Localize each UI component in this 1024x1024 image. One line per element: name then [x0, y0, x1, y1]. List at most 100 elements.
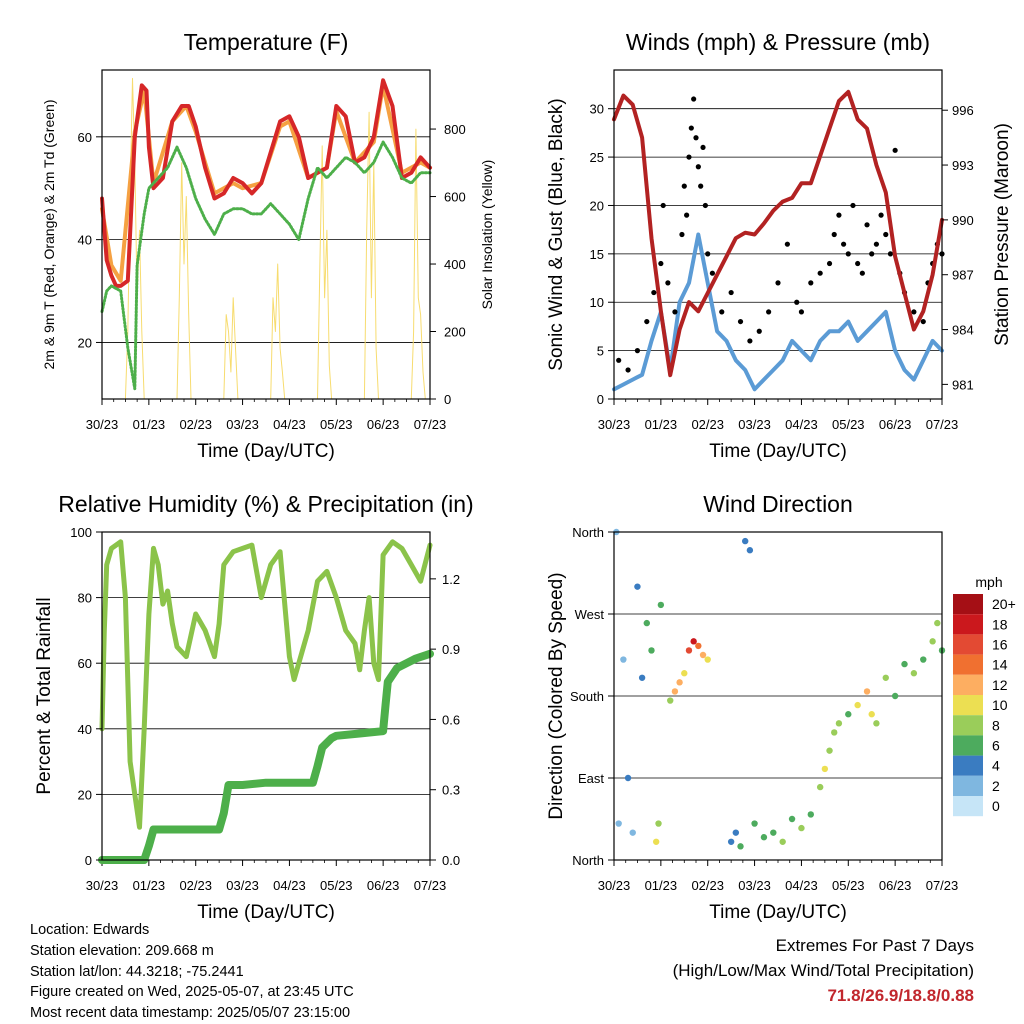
gust-point — [887, 251, 894, 257]
panel-3: Relative Humidity (%) & Precipitation (i… — [34, 491, 474, 923]
direction-point — [624, 774, 632, 782]
x-tick-label: 02/23 — [179, 417, 212, 432]
y-tick-label: 20 — [590, 198, 604, 213]
y-axis-label: Direction (Colored By Speed) — [546, 572, 567, 819]
direction-point — [920, 656, 927, 663]
direction-point — [704, 656, 711, 663]
gust-point — [705, 251, 711, 257]
x-axis-label: Time (Day/UTC) — [197, 902, 335, 923]
gust-point — [660, 202, 666, 209]
direction-point — [863, 688, 871, 695]
colorbar-label: 12 — [992, 677, 1008, 693]
direction-point — [695, 642, 702, 650]
gust-point — [747, 338, 753, 344]
x-tick-label: 07/23 — [926, 878, 959, 893]
gust-point — [841, 241, 847, 247]
colorbar-swatch — [953, 755, 983, 776]
gust-point — [864, 222, 870, 228]
precipitation-line — [98, 649, 434, 864]
x-tick-label: 06/23 — [367, 878, 400, 893]
gust-point — [691, 96, 697, 102]
x-tick-label: 05/23 — [832, 417, 865, 432]
direction-point — [699, 651, 707, 659]
gust-point — [693, 135, 699, 141]
y-tick-label: 20 — [78, 787, 92, 802]
gust-point — [709, 270, 716, 276]
direction-point — [934, 619, 941, 627]
y-axis-label: Percent & Total Rainfall — [34, 597, 55, 794]
gust-point — [616, 357, 622, 363]
chart-title: Winds (mph) & Pressure (mb) — [626, 29, 930, 55]
extremes-values: 71.8/26.9/18.8/0.88 — [827, 986, 974, 1005]
x-tick-label: 06/23 — [879, 417, 912, 432]
gust-point — [719, 309, 725, 315]
x-tick-label: 05/23 — [320, 878, 353, 893]
y2-axis-label: Station Pressure (Maroon) — [992, 123, 1013, 346]
colorbar-swatch — [953, 614, 983, 635]
direction-point — [690, 638, 697, 645]
x-tick-label: 01/23 — [133, 417, 166, 432]
gust-point — [859, 270, 865, 276]
y-tick-label: 0 — [597, 392, 604, 407]
gust-point — [756, 328, 762, 334]
y2-axis-label: Solar Insolation (Yellow) — [479, 160, 495, 310]
y-tick-label: 25 — [590, 150, 604, 165]
gust-point — [869, 251, 875, 257]
y-tick-label: 0 — [85, 853, 92, 868]
x-tick-label: 03/23 — [226, 878, 259, 893]
direction-point — [770, 829, 777, 836]
direction-point — [746, 547, 754, 554]
y-tick-label: 40 — [78, 233, 92, 248]
x-tick-label: 02/23 — [179, 878, 212, 893]
gust-point — [702, 202, 708, 209]
gust-point — [658, 260, 664, 267]
y-tick-label: 60 — [78, 130, 92, 145]
x-tick-label: 01/23 — [645, 878, 678, 893]
direction-point — [657, 601, 665, 609]
recent-timestamp-text: Most recent data timestamp: 2025/05/07 2… — [30, 1005, 351, 1022]
direction-point — [779, 838, 786, 845]
gust-point — [784, 241, 790, 247]
colorbar-swatch — [953, 796, 983, 817]
speed-colorbar: mph 20+ 18 16 14 12 10 8 6 4 2 0 — [953, 574, 1016, 817]
gust-point — [665, 280, 671, 286]
y2-tick-label: 984 — [952, 323, 974, 338]
gust-point — [831, 231, 837, 238]
y2-tick-label: 0.3 — [442, 783, 460, 798]
direction-point — [835, 720, 843, 727]
y2-tick-label: 0.0 — [442, 853, 460, 868]
direction-point — [845, 711, 852, 718]
panel-4: Wind Direction Time (Day/UTC) Direction (C… — [546, 491, 1016, 923]
y-tick-label: South — [570, 689, 604, 704]
chart-title: Relative Humidity (%) & Precipitation (i… — [58, 491, 473, 517]
direction-point — [742, 537, 749, 545]
temp-2m-line — [100, 78, 432, 288]
direction-point — [760, 834, 768, 841]
colorbar-title: mph — [975, 574, 1002, 590]
x-tick-label: 04/23 — [785, 878, 818, 893]
created-text: Figure created on Wed, 2025-05-07, at 23… — [30, 984, 354, 1001]
plot-border — [613, 531, 943, 861]
x-tick-label: 04/23 — [273, 417, 306, 432]
x-tick-label: 07/23 — [414, 417, 447, 432]
direction-point — [667, 697, 674, 704]
direction-point — [788, 815, 796, 823]
colorbar-swatch — [953, 594, 983, 615]
latlon-text: Station lat/lon: 44.3218; -75.2441 — [30, 963, 244, 980]
gust-point — [700, 144, 706, 151]
gust-point — [672, 309, 678, 315]
direction-point — [868, 711, 875, 718]
direction-point — [873, 720, 880, 727]
y-tick-label: 80 — [78, 591, 92, 606]
x-tick-label: 30/23 — [598, 417, 631, 432]
direction-point — [891, 692, 899, 700]
panel-2: Winds (mph) & Pressure (mb) Time (Day/UTC… — [546, 29, 1013, 462]
direction-point — [882, 674, 889, 681]
gust-point — [883, 231, 889, 238]
station-info: Location: Edwards Station elevation: 209… — [30, 920, 354, 1024]
y-tick-label: North — [572, 853, 604, 868]
gust-point — [686, 154, 692, 160]
y2-tick-label: 1.2 — [442, 572, 460, 587]
chart-title: Wind Direction — [703, 491, 853, 517]
